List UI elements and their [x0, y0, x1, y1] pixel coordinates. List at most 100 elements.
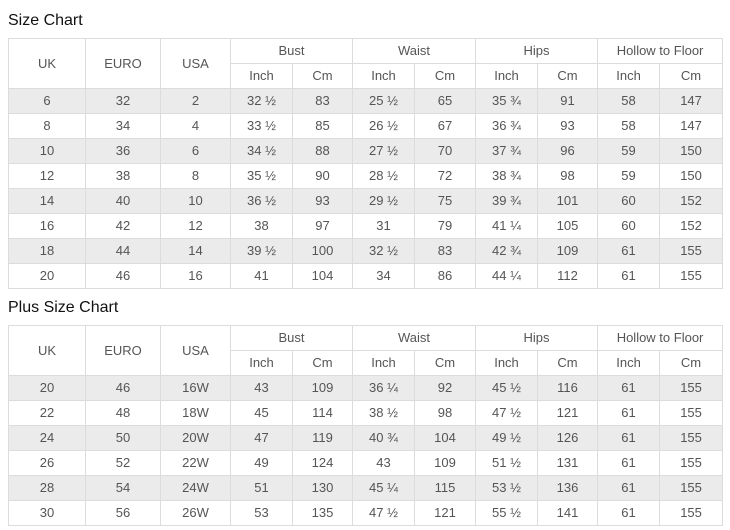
size-cell-r3-c10: 59: [597, 138, 661, 164]
size-cell-r1-c10: 58: [597, 88, 661, 114]
size-cell-r4-c3: 8: [160, 163, 231, 189]
size-cell-r1-c5: 83: [291, 88, 354, 114]
size-cell-r1-c10: 61: [597, 375, 661, 401]
header-group-waist: Waist: [352, 325, 477, 351]
size-cell-r1-c7: 92: [414, 375, 477, 401]
size-cell-r4-c10: 59: [597, 163, 661, 189]
size-cell-r8-c1: 20: [8, 263, 86, 289]
size-cell-r4-c7: 72: [414, 163, 477, 189]
size-cell-r4-c5: 124: [291, 450, 354, 476]
size-cell-r2-c4: 33 ½: [230, 113, 293, 139]
size-cell-r8-c5: 104: [291, 263, 354, 289]
size-cell-r8-c8: 44 ¼: [475, 263, 539, 289]
size-cell-r1-c9: 91: [537, 88, 599, 114]
header-unit-hollow-to-floor-inch: Inch: [597, 63, 661, 89]
size-cell-r8-c10: 61: [597, 263, 661, 289]
size-cell-r6-c3: 12: [160, 213, 231, 239]
table-row: 20 46 16 41 104 34 86 44 ¼ 112 61 155: [8, 263, 724, 289]
size-cell-r5-c3: 10: [160, 188, 231, 214]
size-cell-r4-c1: 12: [8, 163, 86, 189]
table-body: 20 46 16W 43 109 36 ¼ 92 45 ½ 116 61 155 22 48 18W 45 1…: [8, 375, 724, 526]
size-cell-r7-c11: 155: [659, 238, 724, 264]
table-row: 10 36 6 34 ½ 88 27 ½ 70 37 ¾ 96 59 150: [8, 138, 724, 164]
size-cell-r7-c2: 44: [85, 238, 161, 264]
size-cell-r5-c9: 101: [537, 188, 599, 214]
header-group-hollow-to-floor: Hollow to Floor: [597, 325, 724, 351]
size-cell-r1-c1: 6: [8, 88, 86, 114]
header-unit-waist-inch: Inch: [352, 350, 416, 376]
size-cell-r1-c5: 109: [291, 375, 354, 401]
table-row: 8 34 4 33 ½ 85 26 ½ 67 36 ¾ 93 58 147: [8, 113, 724, 139]
size-cell-r1-c4: 32 ½: [230, 88, 293, 114]
size-cell-r3-c6: 40 ¾: [352, 425, 416, 451]
size-cell-r5-c7: 75: [414, 188, 477, 214]
plus-size-chart-table: UK EURO USA Bust Waist Hips Hollow to Floor Inc…: [8, 325, 724, 526]
size-cell-r2-c7: 67: [414, 113, 477, 139]
size-cell-r6-c10: 60: [597, 213, 661, 239]
size-cell-r3-c10: 61: [597, 425, 661, 451]
header-unit-waist-cm: Cm: [414, 63, 477, 89]
size-cell-r4-c1: 26: [8, 450, 86, 476]
size-chart-title: Size Chart: [8, 12, 83, 29]
size-cell-r4-c7: 109: [414, 450, 477, 476]
size-cell-r6-c5: 97: [291, 213, 354, 239]
size-cell-r3-c7: 104: [414, 425, 477, 451]
size-cell-r5-c10: 60: [597, 188, 661, 214]
size-cell-r4-c2: 52: [85, 450, 161, 476]
size-cell-r2-c2: 48: [85, 400, 161, 426]
size-cell-r6-c9: 141: [537, 500, 599, 526]
size-cell-r1-c11: 147: [659, 88, 724, 114]
header-cell-uk: UK: [8, 325, 86, 376]
size-cell-r8-c3: 16: [160, 263, 231, 289]
size-cell-r6-c9: 105: [537, 213, 599, 239]
size-cell-r3-c9: 126: [537, 425, 599, 451]
size-cell-r5-c5: 93: [291, 188, 354, 214]
size-cell-r1-c3: 2: [160, 88, 231, 114]
size-cell-r5-c8: 39 ¾: [475, 188, 539, 214]
size-cell-r1-c6: 25 ½: [352, 88, 416, 114]
plus-size-chart-section: Plus Size Chart UK EURO USA Bust Waist Hips Ho…: [8, 289, 724, 526]
size-cell-r2-c1: 8: [8, 113, 86, 139]
size-cell-r2-c7: 98: [414, 400, 477, 426]
size-cell-r3-c7: 70: [414, 138, 477, 164]
size-cell-r3-c8: 49 ½: [475, 425, 539, 451]
size-cell-r5-c1: 14: [8, 188, 86, 214]
size-cell-r6-c2: 56: [85, 500, 161, 526]
table-row: 18 44 14 39 ½ 100 32 ½ 83 42 ¾ 109 61 155: [8, 238, 724, 264]
size-cell-r3-c9: 96: [537, 138, 599, 164]
header-unit-hips-cm: Cm: [537, 63, 599, 89]
header-group-bust: Bust: [229, 38, 354, 64]
size-cell-r5-c6: 29 ½: [352, 188, 416, 214]
size-cell-r4-c10: 61: [597, 450, 661, 476]
header-unit-hips-cm: Cm: [537, 350, 599, 376]
header-group-hips: Hips: [475, 38, 599, 64]
size-cell-r3-c5: 119: [291, 425, 354, 451]
size-cell-r4-c9: 131: [537, 450, 599, 476]
size-cell-r3-c4: 47: [230, 425, 293, 451]
size-cell-r6-c8: 41 ¼: [475, 213, 539, 239]
plus-size-chart-title: Plus Size Chart: [8, 299, 119, 316]
size-cell-r1-c11: 155: [659, 375, 724, 401]
size-cell-r1-c2: 32: [85, 88, 161, 114]
size-cell-r4-c6: 43: [352, 450, 416, 476]
size-cell-r3-c8: 37 ¾: [475, 138, 539, 164]
size-cell-r2-c8: 36 ¾: [475, 113, 539, 139]
size-cell-r7-c1: 18: [8, 238, 86, 264]
size-cell-r5-c7: 115: [414, 475, 477, 501]
size-cell-r4-c8: 51 ½: [475, 450, 539, 476]
size-cell-r4-c4: 49: [230, 450, 293, 476]
header-unit-hollow-to-floor-inch: Inch: [597, 350, 661, 376]
header-unit-waist-cm: Cm: [414, 350, 477, 376]
size-cell-r2-c1: 22: [8, 400, 86, 426]
size-cell-r6-c10: 61: [597, 500, 661, 526]
size-cell-r2-c6: 38 ½: [352, 400, 416, 426]
table-row: 16 42 12 38 97 31 79 41 ¼ 105 60 152: [8, 213, 724, 239]
header-unit-bust-cm: Cm: [291, 63, 354, 89]
table-row: 14 40 10 36 ½ 93 29 ½ 75 39 ¾ 101 60 152: [8, 188, 724, 214]
header-group-hollow-to-floor: Hollow to Floor: [597, 38, 724, 64]
size-cell-r2-c11: 155: [659, 400, 724, 426]
size-cell-r3-c11: 150: [659, 138, 724, 164]
size-cell-r8-c11: 155: [659, 263, 724, 289]
table-row: 24 50 20W 47 119 40 ¾ 104 49 ½ 126 61 155: [8, 425, 724, 451]
size-cell-r5-c11: 152: [659, 188, 724, 214]
